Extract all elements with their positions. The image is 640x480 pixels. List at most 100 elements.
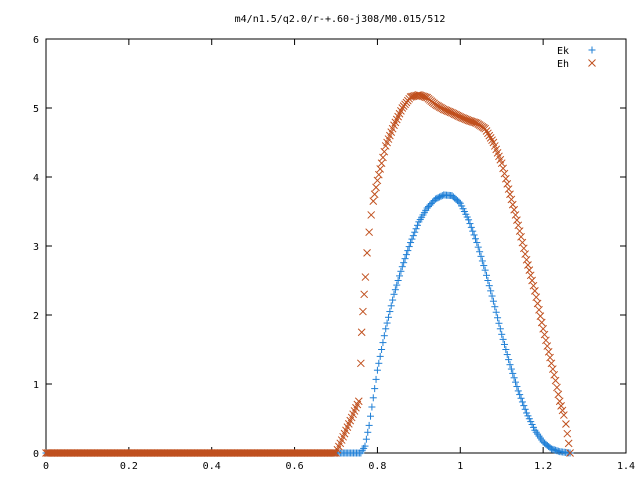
data-point [476, 248, 484, 256]
data-point [525, 415, 533, 423]
data-point [500, 340, 508, 348]
series-eh [42, 91, 574, 457]
data-point [383, 319, 391, 327]
data-point [499, 335, 507, 343]
data-point [550, 370, 559, 379]
data-point [362, 435, 370, 443]
x-tick-label: 0.6 [286, 461, 304, 472]
x-tick-label: 1 [457, 461, 463, 472]
data-point [496, 325, 504, 333]
data-point [374, 170, 383, 179]
data-point [529, 281, 538, 290]
data-point [375, 359, 383, 367]
y-tick-label: 0 [33, 449, 39, 460]
data-point [503, 351, 511, 359]
data-point [523, 409, 531, 417]
data-point [417, 91, 426, 100]
data-point [520, 402, 528, 410]
data-point [510, 374, 518, 382]
data-point [463, 115, 472, 124]
data-point [465, 216, 473, 224]
data-point [497, 159, 506, 168]
data-point [405, 243, 413, 251]
data-point [511, 211, 520, 219]
data-point [456, 113, 465, 121]
data-point [480, 262, 488, 270]
data-point [564, 439, 573, 448]
data-point [548, 365, 557, 373]
data-point [371, 385, 379, 393]
data-point [413, 221, 421, 229]
data-point [370, 190, 379, 199]
data-point [533, 299, 542, 308]
data-point [478, 257, 486, 265]
data-point [365, 228, 373, 237]
data-point [364, 428, 372, 436]
data-point [507, 365, 515, 373]
data-point [368, 403, 376, 411]
data-point [398, 263, 406, 271]
data-point [400, 259, 408, 267]
data-point [439, 105, 448, 114]
data-point [513, 383, 521, 391]
data-point [380, 147, 389, 156]
x-tick-label: 0.4 [203, 461, 221, 472]
legend: Ek Eh [557, 46, 596, 70]
y-tick-label: 1 [33, 380, 39, 391]
x-tick-label: 0.8 [368, 461, 386, 472]
data-point [464, 116, 473, 125]
x-tick-label: 0.2 [120, 461, 138, 472]
data-point [524, 412, 532, 420]
data-point [528, 276, 536, 285]
data-point [393, 281, 401, 289]
data-point [379, 153, 387, 162]
data-point [402, 251, 410, 259]
data-point [415, 91, 423, 99]
data-point [515, 227, 524, 235]
x-tick-label: 1.4 [617, 461, 635, 472]
data-point [373, 366, 381, 374]
data-point [562, 420, 570, 428]
data-point [363, 249, 371, 257]
data-point [484, 129, 492, 138]
data-point [470, 118, 478, 127]
data-point [540, 330, 549, 339]
data-point [412, 225, 420, 233]
data-point [357, 359, 365, 368]
data-point [471, 235, 479, 243]
data-point [457, 113, 466, 122]
data-point [469, 227, 477, 235]
data-point [389, 296, 397, 304]
data-point [396, 272, 404, 280]
data-point [531, 286, 539, 295]
x-tick-label: 0 [43, 461, 49, 472]
data-point [378, 346, 386, 353]
data-point [512, 378, 520, 386]
data-point [387, 302, 395, 310]
data-point [494, 314, 502, 322]
data-point [486, 134, 495, 142]
data-point [444, 107, 452, 115]
data-point [365, 421, 373, 429]
data-point [483, 271, 491, 279]
data-point [461, 115, 470, 124]
data-point [491, 303, 499, 311]
data-point [519, 244, 528, 253]
data-point [390, 290, 398, 298]
y-tick-label: 3 [33, 242, 39, 253]
legend-label-eh: Eh [557, 59, 569, 70]
data-point [474, 243, 482, 251]
data-point [517, 394, 525, 402]
data-point [557, 401, 565, 410]
y-tick-label: 6 [33, 35, 39, 46]
data-point [566, 449, 574, 457]
data-point [528, 420, 536, 428]
plot-frame [45, 38, 627, 454]
data-point [386, 308, 394, 316]
data-point [367, 412, 375, 420]
data-point [459, 114, 467, 122]
data-point [518, 238, 527, 247]
data-point [361, 273, 370, 281]
y-tick-label: 2 [33, 311, 39, 322]
